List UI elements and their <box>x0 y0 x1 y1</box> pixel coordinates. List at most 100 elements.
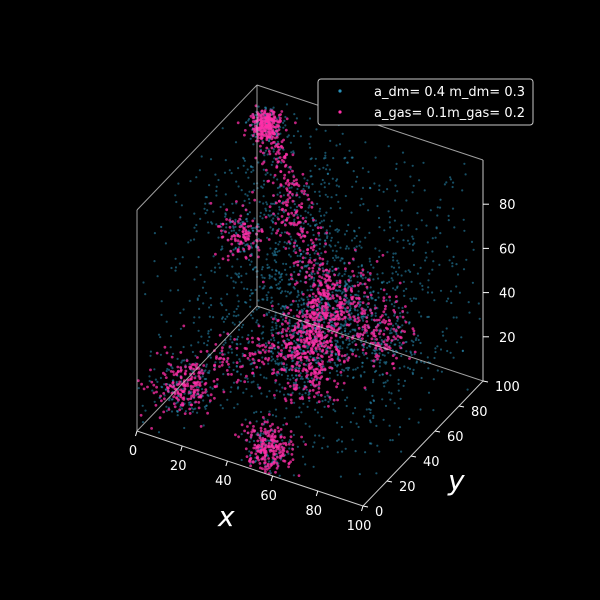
dark-matter-point <box>241 336 244 339</box>
gas-point <box>256 337 260 340</box>
dark-matter-point <box>391 279 394 282</box>
gas-point <box>259 426 263 430</box>
dark-matter-point <box>334 339 337 342</box>
dark-matter-point <box>409 175 412 178</box>
dark-matter-point <box>278 240 281 243</box>
gas-point <box>288 165 292 169</box>
dark-matter-point <box>300 375 303 378</box>
dark-matter-point <box>470 240 474 243</box>
dark-matter-point <box>344 399 347 402</box>
gas-point <box>340 354 344 358</box>
dark-matter-point <box>243 250 246 253</box>
gas-point <box>363 331 366 335</box>
dark-matter-point <box>328 232 331 235</box>
gas-point <box>249 224 253 228</box>
dark-matter-point <box>361 351 364 354</box>
dark-matter-point <box>434 350 437 354</box>
gas-point <box>314 316 318 320</box>
dark-matter-point <box>235 315 238 318</box>
dark-matter-point <box>335 144 338 147</box>
dark-matter-point <box>318 168 321 171</box>
gas-point <box>331 306 335 310</box>
gas-point <box>315 302 319 306</box>
dark-matter-point <box>347 343 350 346</box>
gas-point <box>181 401 184 405</box>
gas-point <box>311 383 315 386</box>
gas-point <box>320 276 324 279</box>
gas-point <box>282 362 286 366</box>
gas-point <box>322 288 326 292</box>
dark-matter-point <box>461 189 464 192</box>
gas-point <box>277 124 281 128</box>
dark-matter-point <box>315 350 318 353</box>
dark-matter-point <box>306 289 309 292</box>
gas-point <box>298 312 302 315</box>
gas-point <box>249 435 253 439</box>
gas-point <box>361 337 364 340</box>
dark-matter-point <box>231 202 234 205</box>
dark-matter-point <box>326 445 329 448</box>
gas-point <box>304 443 307 446</box>
dark-matter-point <box>409 270 412 273</box>
dark-matter-point <box>208 306 211 309</box>
gas-point <box>322 290 326 294</box>
dark-matter-point <box>296 130 300 133</box>
dark-matter-point <box>205 363 208 366</box>
dark-matter-point <box>440 370 443 373</box>
dark-matter-point <box>205 291 208 295</box>
gas-point <box>302 387 306 391</box>
dark-matter-point <box>188 363 191 366</box>
gas-point <box>227 362 230 366</box>
dark-matter-point <box>391 272 394 275</box>
gas-point <box>253 443 257 447</box>
gas-point <box>397 325 400 329</box>
dark-matter-point <box>325 168 328 171</box>
gas-point <box>270 444 274 447</box>
dark-matter-point <box>246 168 249 171</box>
dark-matter-point <box>205 377 208 381</box>
dark-matter-point <box>236 370 239 373</box>
dark-matter-point <box>279 325 282 328</box>
dark-matter-point <box>433 356 436 360</box>
gas-point <box>297 352 301 355</box>
dark-matter-point <box>372 290 375 293</box>
dark-matter-point <box>286 290 289 293</box>
dark-matter-point <box>267 148 270 151</box>
dark-matter-point <box>376 444 379 447</box>
gas-point <box>312 332 315 336</box>
dark-matter-point <box>317 360 320 363</box>
gas-point <box>294 211 298 215</box>
dark-matter-point <box>333 361 336 364</box>
gas-point <box>245 438 249 442</box>
dark-matter-point <box>416 272 419 275</box>
dark-matter-point <box>261 276 264 279</box>
dark-matter-point <box>238 358 241 361</box>
gas-point <box>311 388 315 392</box>
dark-matter-point <box>278 271 281 274</box>
dark-matter-point <box>336 228 339 231</box>
dark-matter-point <box>318 210 321 213</box>
dark-matter-point <box>246 213 249 216</box>
dark-matter-point <box>230 351 234 354</box>
gas-point <box>267 118 271 121</box>
dark-matter-point <box>270 359 273 362</box>
gas-point <box>179 395 183 399</box>
dark-matter-point <box>272 254 275 257</box>
dark-matter-point <box>355 234 358 238</box>
gas-point <box>295 331 299 335</box>
gas-point <box>259 438 263 442</box>
dark-matter-point <box>363 353 366 356</box>
dark-matter-point <box>323 186 326 189</box>
gas-point <box>302 338 306 341</box>
dark-matter-point <box>306 179 309 182</box>
gas-point <box>285 422 288 426</box>
gas-point <box>361 268 365 272</box>
dark-matter-point <box>255 308 258 311</box>
dark-matter-point <box>267 460 270 463</box>
dark-matter-point <box>320 301 323 305</box>
gas-point <box>273 145 277 148</box>
dark-matter-point <box>294 341 298 344</box>
gas-point <box>401 310 405 313</box>
dark-matter-point <box>368 257 371 260</box>
dark-matter-point <box>281 318 285 321</box>
